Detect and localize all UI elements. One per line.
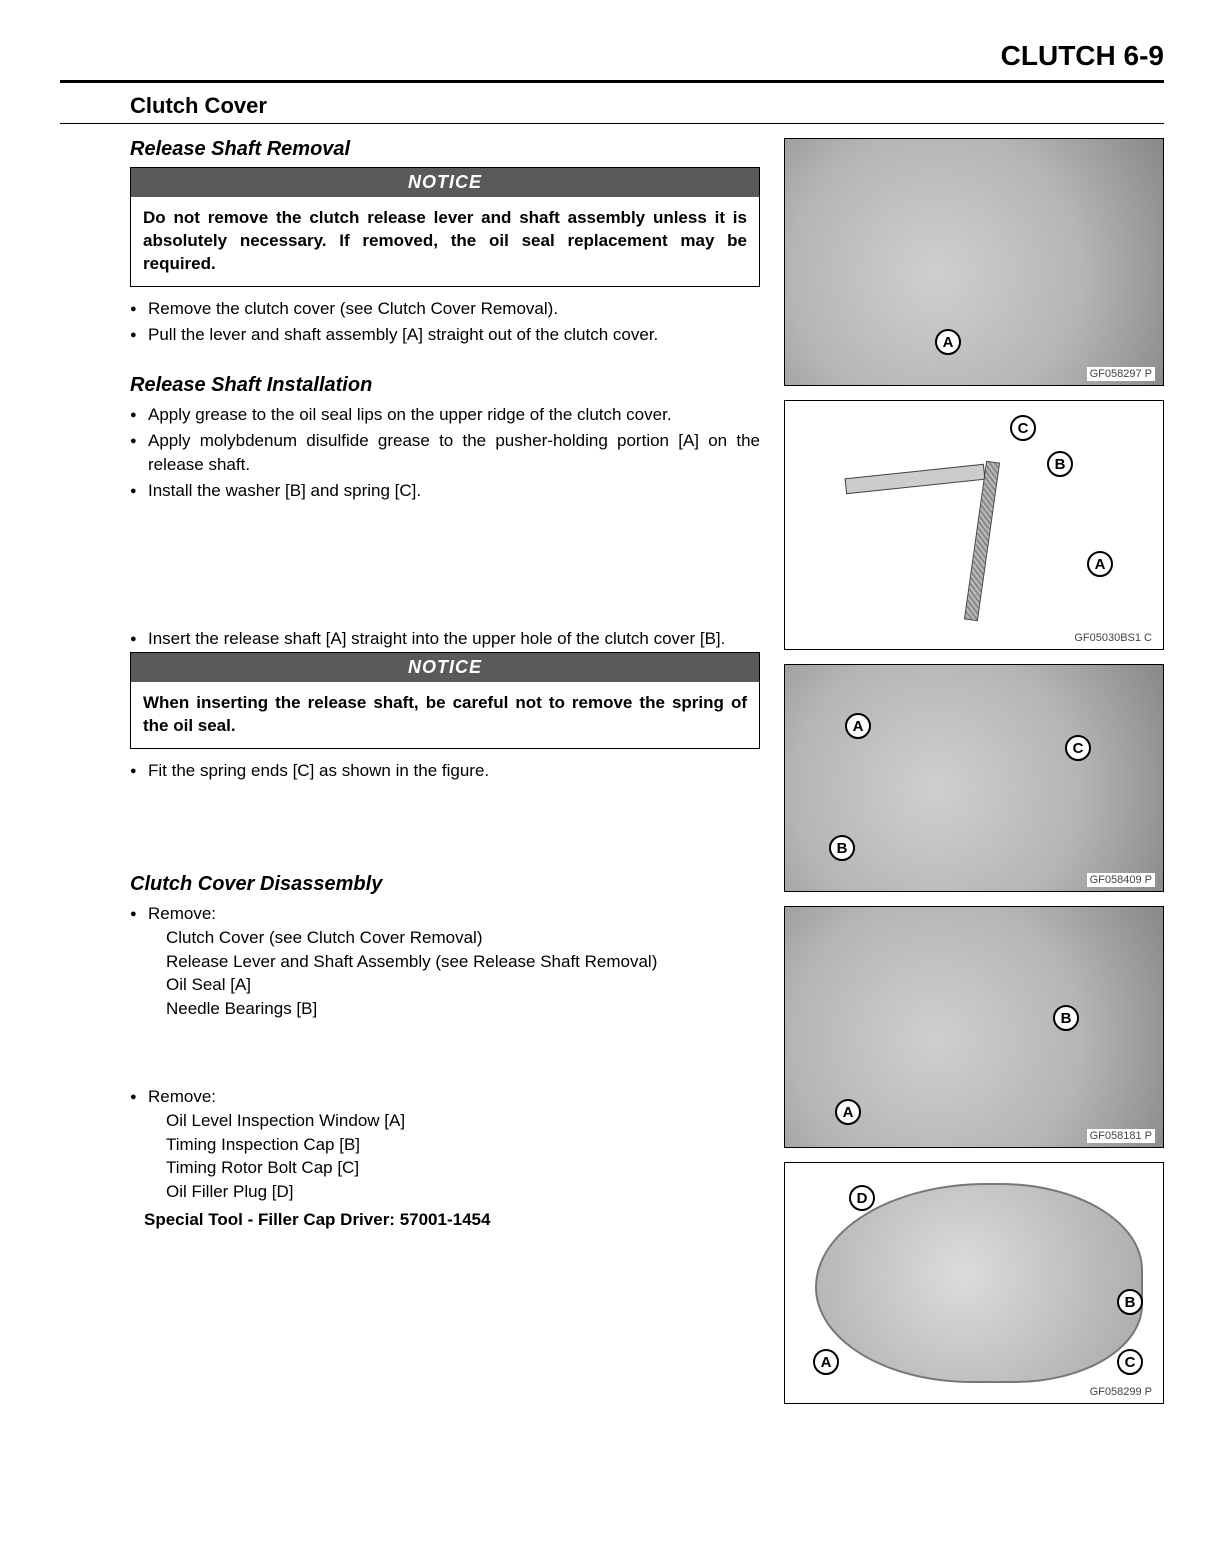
list-item: Fit the spring ends [C] as shown in the … [130,759,760,783]
sublist: Oil Level Inspection Window [A] Timing I… [148,1109,760,1204]
callout-C: C [1010,415,1036,441]
subhead: Release Shaft Installation [130,374,760,397]
figure-5: D B A C GF058299 P [784,1162,1164,1404]
list-item: Apply grease to the oil seal lips on the… [130,403,760,427]
callout-A: A [813,1349,839,1375]
notice-box: NOTICE When inserting the release shaft,… [130,652,760,749]
subsection-clutch-cover-disassembly: Clutch Cover Disassembly Remove: Clutch … [130,873,760,1230]
cover-shape [815,1183,1143,1383]
bullet-list: Remove the clutch cover (see Clutch Cove… [130,297,760,347]
notice-box: NOTICE Do not remove the clutch release … [130,167,760,287]
content-grid: Release Shaft Removal NOTICE Do not remo… [130,138,1164,1404]
callout-A: A [835,1099,861,1125]
list-item: Remove: Clutch Cover (see Clutch Cover R… [130,902,760,1021]
figure-tag: GF058409 P [1087,873,1155,887]
right-column: A GF058297 P C B A GF05030BS1 C A C B GF… [784,138,1164,1404]
subhead: Release Shaft Removal [130,138,760,161]
lead-text: Remove: [148,1087,216,1106]
callout-A: A [1087,551,1113,577]
callout-B: B [1053,1005,1079,1031]
special-tool: Special Tool - Filler Cap Driver: 57001-… [144,1210,760,1230]
notice-body: Do not remove the clutch release lever a… [131,197,759,286]
sublist-item: Oil Seal [A] [166,973,760,997]
list-item: Remove the clutch cover (see Clutch Cove… [130,297,760,321]
figure-tag: GF058299 P [1087,1385,1155,1399]
callout-A: A [935,329,961,355]
figure-tag: GF05030BS1 C [1071,631,1155,645]
sublist-item: Oil Filler Plug [D] [166,1180,760,1204]
figure-4: B A GF058181 P [784,906,1164,1148]
section-title: Clutch Cover [130,93,1164,119]
list-item: Insert the release shaft [A] straight in… [130,627,760,651]
bullet-list: Remove: Oil Level Inspection Window [A] … [130,1085,760,1204]
figure-tag: GF058181 P [1087,1129,1155,1143]
list-item: Apply molybdenum disulfide grease to the… [130,429,760,477]
notice-body: When inserting the release shaft, be car… [131,682,759,748]
callout-C: C [1065,735,1091,761]
figure-3: A C B GF058409 P [784,664,1164,892]
callout-D: D [849,1185,875,1211]
subsection-release-shaft-removal: Release Shaft Removal NOTICE Do not remo… [130,138,760,346]
sublist-item: Release Lever and Shaft Assembly (see Re… [166,950,760,974]
list-item: Pull the lever and shaft assembly [A] st… [130,323,760,347]
subsection-release-shaft-installation: Release Shaft Installation Apply grease … [130,374,760,783]
figure-bg [785,139,1163,385]
notice-header: NOTICE [131,168,759,197]
spacer [130,811,760,873]
sublist-item: Oil Level Inspection Window [A] [166,1109,760,1133]
callout-A: A [845,713,871,739]
sublist-item: Timing Inspection Cap [B] [166,1133,760,1157]
subhead: Clutch Cover Disassembly [130,873,760,896]
callout-C: C [1117,1349,1143,1375]
notice-header: NOTICE [131,653,759,682]
sublist-item: Timing Rotor Bolt Cap [C] [166,1156,760,1180]
callout-B: B [829,835,855,861]
callout-B: B [1117,1289,1143,1315]
list-item: Remove: Oil Level Inspection Window [A] … [130,1085,760,1204]
sublist-item: Clutch Cover (see Clutch Cover Removal) [166,926,760,950]
section-rule [60,123,1164,124]
bullet-list: Insert the release shaft [A] straight in… [130,627,760,651]
sublist: Clutch Cover (see Clutch Cover Removal) … [148,926,760,1021]
bullet-list: Fit the spring ends [C] as shown in the … [130,759,760,783]
sublist-item: Needle Bearings [B] [166,997,760,1021]
figure-2: C B A GF05030BS1 C [784,400,1164,650]
callout-B: B [1047,451,1073,477]
list-item: Install the washer [B] and spring [C]. [130,479,760,503]
header-rule [60,80,1164,83]
bullet-list: Remove: Clutch Cover (see Clutch Cover R… [130,902,760,1021]
page-header: CLUTCH 6-9 [60,40,1164,72]
spacer [130,505,760,627]
spacer [130,1023,760,1085]
left-column: Release Shaft Removal NOTICE Do not remo… [130,138,760,1404]
figure-1: A GF058297 P [784,138,1164,386]
lead-text: Remove: [148,904,216,923]
bullet-list: Apply grease to the oil seal lips on the… [130,403,760,502]
figure-tag: GF058297 P [1087,367,1155,381]
